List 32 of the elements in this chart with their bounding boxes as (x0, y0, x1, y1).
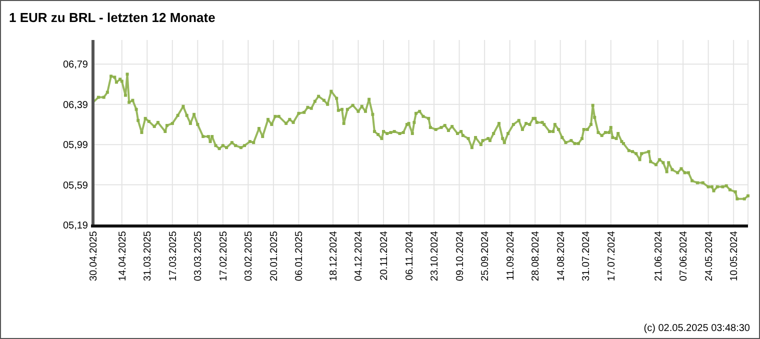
x-tick-label: 23.10.2024 (430, 230, 441, 282)
x-tick-label: 17.07.2024 (606, 230, 618, 282)
y-tick-label: 06,39 (62, 100, 88, 111)
x-tick-label: 06.01.2025 (294, 230, 306, 282)
x-tick-label: 18.12.2024 (328, 230, 340, 282)
x-tick-label: 21.06.2024 (653, 230, 664, 282)
y-tick-label: 05,99 (62, 140, 88, 152)
x-tick-label: 31.03.2025 (142, 230, 154, 282)
x-tick-label: 07.06.2024 (678, 230, 690, 282)
x-tick-label: 14.08.2024 (556, 230, 567, 282)
x-tick-label: 20.01.2025 (268, 230, 280, 282)
text: (c) 02.05.2025 03:48:30 (644, 323, 750, 334)
x-tick-label: 30.04.2025 (88, 230, 100, 282)
x-tick-label: 28.08.2024 (530, 230, 542, 282)
x-tick-label: 06.11.2024 (404, 230, 416, 280)
x-tick-label: 31.07.2024 (581, 230, 592, 282)
x-tick-label: 25.09.2024 (480, 230, 492, 282)
x-tick-label: 10.05.2024 (729, 230, 740, 282)
x-tick-label: 14.04.2025 (117, 230, 128, 282)
x-tick-label: 04.12.2024 (354, 230, 365, 282)
x-tick-label: 03.02.2025 (244, 230, 255, 282)
x-tick-label: 17.03.2025 (168, 230, 179, 282)
x-tick-label: 17.02.2025 (218, 230, 230, 282)
x-tick-label: 24.05.2024 (704, 230, 715, 282)
y-tick-label: 05,19 (62, 220, 88, 232)
x-tick-label: 20.11.2024 (379, 230, 390, 280)
y-tick-label: 06,79 (62, 60, 88, 71)
x-tick-label: 11.09.2024 (505, 230, 516, 280)
y-tick-label: 05,59 (62, 180, 88, 192)
chart-title: 1 EUR zu BRL - letzten 12 Monate (9, 10, 216, 25)
x-tick-label: 09.10.2024 (454, 230, 466, 282)
x-tick-label: 03.03.2025 (193, 230, 204, 282)
